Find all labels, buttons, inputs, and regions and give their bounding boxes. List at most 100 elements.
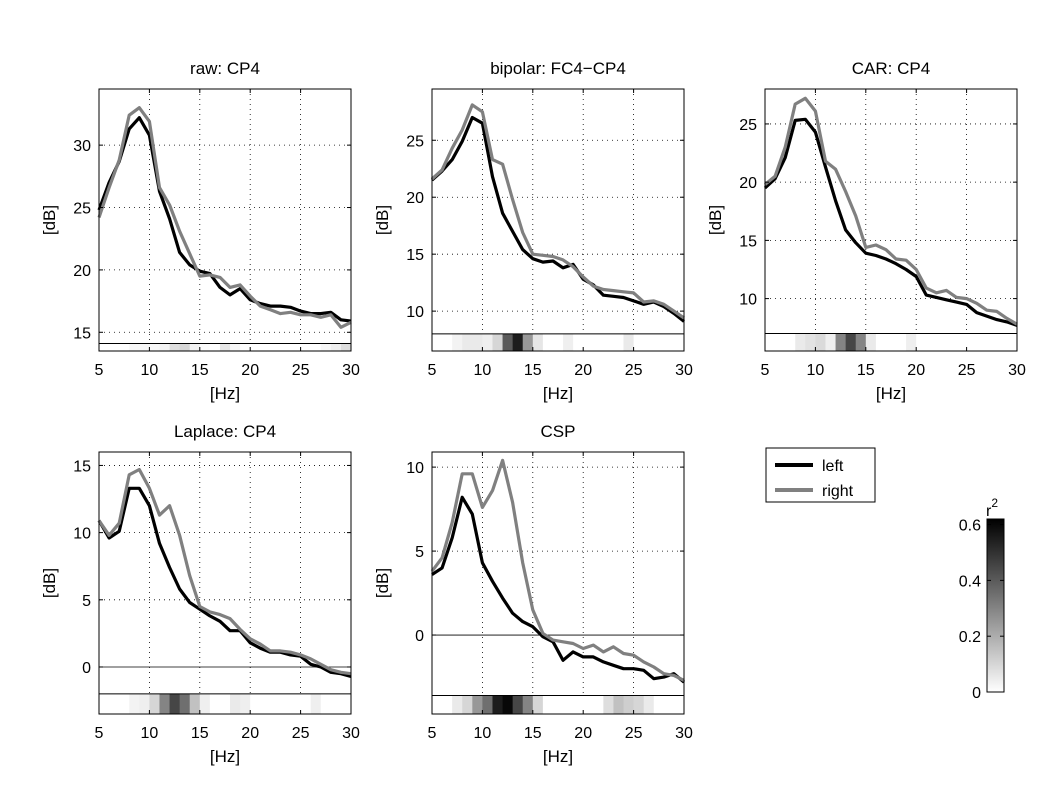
r2-cell — [855, 333, 867, 351]
r2-cell — [896, 333, 907, 351]
r2-cell — [240, 693, 251, 714]
y-tick-label: 20 — [739, 175, 757, 192]
x-tick-label: 15 — [524, 725, 542, 742]
r2-cell — [542, 333, 554, 351]
r2-cell — [442, 333, 453, 351]
r2-cell — [472, 333, 483, 351]
x-tick-label: 10 — [474, 725, 492, 742]
r2-cell — [552, 695, 564, 714]
x-tick-label: 10 — [474, 362, 492, 379]
x-tick-label: 20 — [241, 362, 259, 379]
r2-cell — [653, 333, 665, 351]
r2-cell — [765, 333, 776, 351]
colorbar-title: r2 — [986, 496, 998, 520]
x-tick-label: 30 — [342, 362, 360, 379]
r2-cell — [340, 343, 352, 351]
r2-cell — [260, 693, 271, 714]
r2-cell — [542, 695, 554, 714]
r2-cell — [573, 333, 584, 351]
x-tick-label: 15 — [857, 362, 875, 379]
r2-cell — [280, 693, 292, 714]
panel-2: 5 10 15 20 25 30 10 15 20 25 CAR: CP4 [Hz] [dB] — [706, 59, 1026, 403]
r2-cell — [270, 693, 281, 714]
x-tick-label: 20 — [241, 725, 259, 742]
r2-cell — [936, 333, 947, 351]
r2-cell — [663, 333, 675, 351]
r2-cell — [795, 333, 806, 351]
r2-cell — [280, 343, 292, 351]
x-tick-label: 10 — [807, 362, 825, 379]
r2-cell — [442, 695, 453, 714]
legend-box — [765, 447, 876, 503]
r2-cell — [300, 693, 312, 714]
r2-cell — [643, 695, 655, 714]
colorbar-tick-label: 0.6 — [959, 518, 981, 535]
series-line-left — [97, 486, 352, 678]
x-tick-label: 20 — [574, 362, 592, 379]
r2-cell — [149, 343, 160, 351]
r2-cell — [432, 333, 443, 351]
series-line-right — [97, 106, 352, 329]
r2-cell — [522, 333, 534, 351]
r2-cell — [169, 693, 181, 714]
y-tick-label: 5 — [82, 593, 91, 610]
r2-cell — [99, 693, 110, 714]
y-tick-label: 20 — [73, 263, 91, 280]
r2-cell — [179, 343, 191, 351]
series-line-left — [763, 117, 1018, 327]
r2-cell — [532, 695, 544, 714]
x-tick-label: 30 — [342, 725, 360, 742]
y-axis-label: [dB] — [40, 568, 59, 598]
plot-frame — [431, 451, 685, 715]
x-tick-label: 5 — [95, 362, 104, 379]
r2-cell — [775, 333, 786, 351]
r2-cell — [593, 333, 604, 351]
x-tick-label: 30 — [675, 725, 693, 742]
r2-cell — [260, 343, 271, 351]
panel-0: 5 10 15 20 25 30 15 20 25 30 raw: CP4 [Hz] [dB] — [40, 59, 360, 403]
plot-frame — [764, 88, 1018, 352]
legend-right-label: right — [822, 483, 854, 500]
y-tick-label: 10 — [406, 460, 424, 477]
r2-cell — [603, 695, 614, 714]
y-tick-label: 15 — [406, 247, 424, 264]
x-tick-label: 10 — [141, 362, 159, 379]
legend: left right — [765, 447, 876, 503]
r2-cell — [219, 693, 231, 714]
r2-cell — [330, 693, 342, 714]
r2-cell — [300, 343, 312, 351]
y-tick-label: 15 — [73, 458, 91, 475]
r2-cell — [199, 343, 211, 351]
r2-cell — [996, 333, 1008, 351]
panel-title: raw: CP4 — [190, 59, 260, 78]
y-axis-label: [dB] — [706, 205, 725, 235]
series-line-right — [430, 458, 685, 682]
x-tick-label: 30 — [1008, 362, 1026, 379]
x-tick-label: 5 — [95, 725, 104, 742]
r2-cell — [966, 333, 978, 351]
y-tick-label: 10 — [739, 292, 757, 309]
x-tick-label: 20 — [574, 725, 592, 742]
r2-cell — [189, 343, 201, 351]
r2-cell — [219, 343, 231, 351]
x-tick-label: 10 — [141, 725, 159, 742]
x-axis-label: [Hz] — [543, 384, 573, 403]
y-axis-label: [dB] — [373, 568, 392, 598]
x-tick-label: 25 — [958, 362, 976, 379]
panel-4: 5 10 15 20 25 30 0 5 10 CSP [Hz] [dB] — [373, 422, 693, 766]
colorbar-ticks: 0 0.2 0.4 0.6 — [959, 518, 1004, 702]
r2-cell — [623, 695, 635, 714]
r2-cell — [250, 693, 261, 714]
r2-cell — [563, 695, 574, 714]
r2-cell — [462, 333, 473, 351]
r2-cell — [805, 333, 816, 351]
r2-cell — [946, 333, 958, 351]
y-tick-label: 10 — [73, 526, 91, 543]
r2-cell — [230, 693, 241, 714]
r2-cell — [956, 333, 968, 351]
r2-cell — [330, 343, 342, 351]
r2-cell — [986, 333, 998, 351]
r2-cell — [512, 695, 524, 714]
